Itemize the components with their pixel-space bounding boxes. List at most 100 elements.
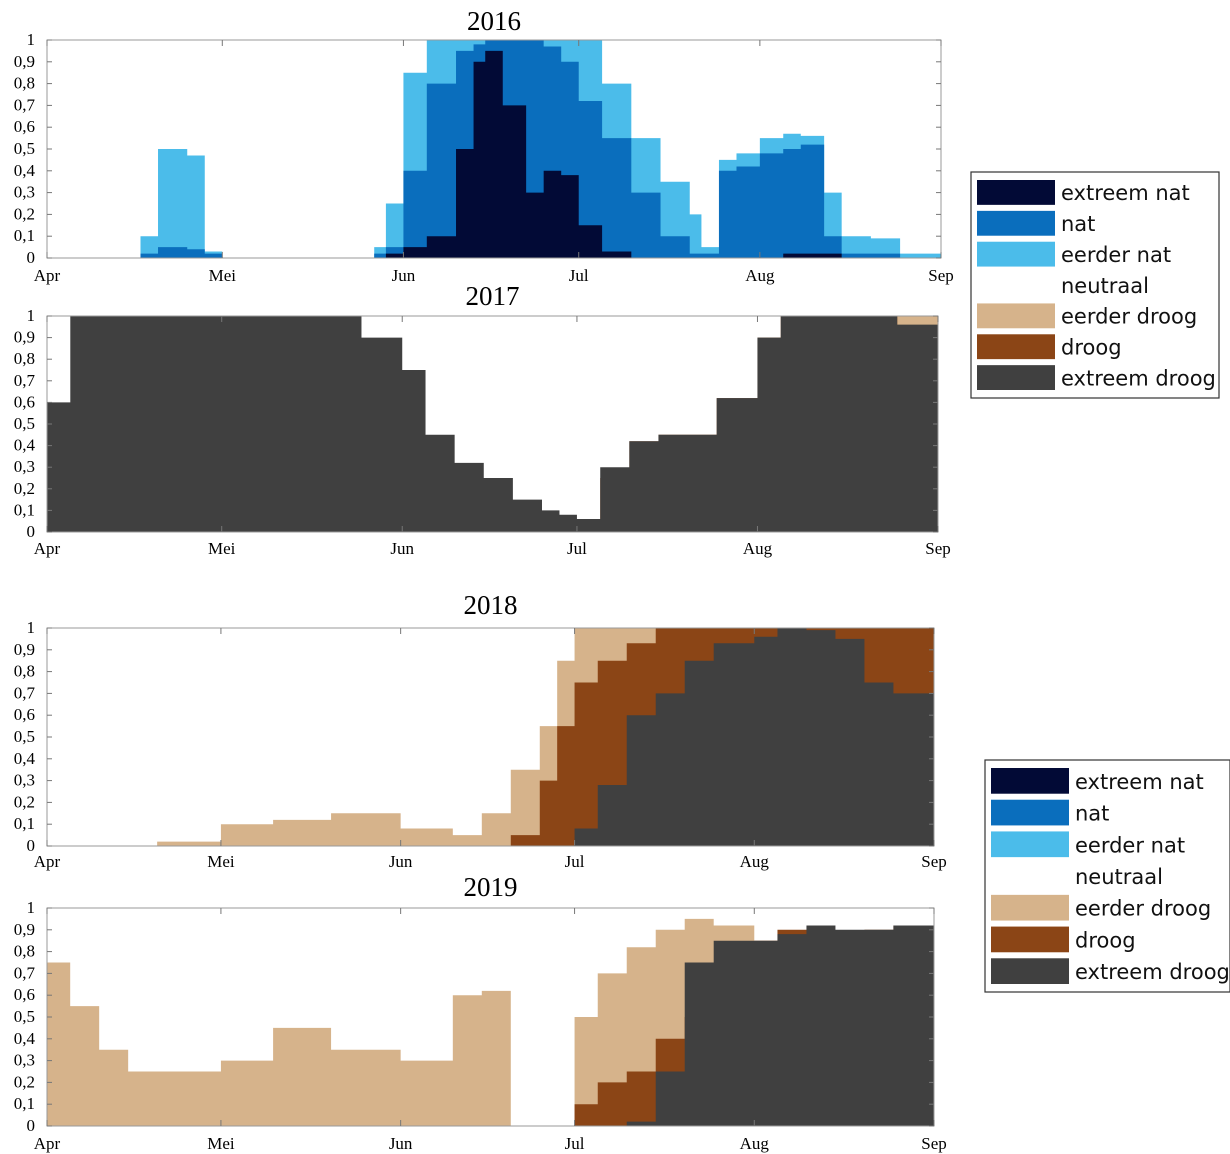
y-tick-label: 0,6 [14, 392, 35, 411]
y-tick-label: 0,2 [14, 1072, 35, 1091]
panel-2018: 2018 0 0,1 0,2 0,3 0,4 0,5 0,6 0,7 0,8 0,9 1 Apr Mei J… [14, 590, 947, 871]
legend-label: droog [1061, 336, 1122, 360]
y-tick-label: 0,2 [14, 479, 35, 498]
y-tick-label: 0,3 [14, 771, 35, 790]
legend-swatch-extreem-droog [977, 365, 1055, 390]
x-tick-label: Aug [740, 1134, 770, 1153]
y-tick-label: 0,6 [14, 985, 35, 1004]
x-tick-label: Jun [392, 266, 416, 285]
legend-label: eerder droog [1061, 305, 1197, 329]
x-tick-label: Jul [569, 266, 589, 285]
panel-title: 2016 [467, 6, 521, 36]
y-tick-label: 0,6 [14, 705, 35, 724]
y-tick-label: 0,1 [14, 814, 35, 833]
legend-label: extreem nat [1075, 770, 1204, 794]
legend-label: eerder droog [1075, 897, 1211, 921]
y-tick-label: 0,4 [14, 161, 36, 180]
legend-swatch-nat [991, 799, 1069, 826]
y-tick-label: 0,3 [14, 183, 35, 202]
y-tick-label: 0,5 [14, 139, 35, 158]
y-tick-label: 0 [27, 836, 36, 855]
x-tick-label: Aug [745, 266, 775, 285]
x-tick-label: Jun [390, 539, 414, 558]
x-tick-label: Jul [567, 539, 587, 558]
y-tick-label: 0,2 [14, 204, 35, 223]
x-tick-label: Apr [34, 852, 61, 871]
panel-title: 2019 [464, 872, 518, 902]
y-tick-label: 1 [27, 618, 36, 637]
x-tick-label: Aug [743, 539, 773, 558]
legend-swatch-eerder-droog [977, 303, 1055, 329]
y-tick-label: 0,1 [14, 500, 35, 519]
y-tick-label: 1 [27, 898, 36, 917]
series-extreem-droog [47, 316, 938, 532]
y-tick-label: 0,3 [14, 457, 35, 476]
legend-swatch-eerder-nat [991, 831, 1069, 858]
legend-label: extreem droog [1075, 960, 1230, 984]
series-extreem-nat [47, 50, 941, 259]
y-tick-label: 0,6 [14, 117, 35, 136]
legend-label: neutraal [1061, 274, 1149, 298]
panel-title: 2017 [466, 281, 520, 311]
y-tick-label: 0,1 [14, 226, 35, 245]
x-tick-label: Apr [34, 1134, 61, 1153]
y-tick-label: 0,9 [14, 52, 35, 71]
x-tick-label: Apr [34, 539, 61, 558]
x-tick-label: Mei [209, 266, 237, 285]
x-tick-label: Mei [208, 539, 236, 558]
y-tick-label: 0,8 [14, 662, 35, 681]
x-tick-label: Mei [207, 1134, 235, 1153]
y-tick-label: 0,7 [14, 963, 36, 982]
legend-swatch-extreem-nat [991, 768, 1069, 794]
legend-swatch-eerder-droog [991, 894, 1069, 921]
y-tick-label: 0,4 [14, 749, 36, 768]
legend-label: extreem droog [1061, 366, 1216, 390]
x-tick-label: Sep [928, 266, 954, 285]
legend-swatch-droog [977, 334, 1055, 360]
x-tick-label: Jun [389, 852, 413, 871]
y-tick-label: 0,9 [14, 920, 35, 939]
y-tick-label: 0,1 [14, 1094, 35, 1113]
legend-label: neutraal [1075, 865, 1163, 889]
y-tick-label: 0,9 [14, 640, 35, 659]
legend-swatch-nat [977, 210, 1055, 236]
x-tick-label: Aug [740, 852, 770, 871]
y-tick-label: 0,3 [14, 1051, 35, 1070]
y-tick-label: 0,4 [14, 1029, 36, 1048]
y-tick-label: 0 [27, 1116, 36, 1135]
legend-swatch-neutraal [977, 272, 1055, 298]
legend-swatch-extreem-nat [977, 180, 1055, 205]
legend-label: eerder nat [1075, 833, 1185, 857]
x-tick-label: Sep [921, 1134, 947, 1153]
y-tick-label: 0,8 [14, 349, 35, 368]
legend-label: nat [1061, 212, 1095, 236]
legends: extreem nat nat eerder nat neutraal eerder d… [970, 171, 1230, 993]
legend-label: nat [1075, 802, 1109, 826]
x-tick-label: Jul [565, 852, 585, 871]
y-tick-label: 1 [27, 306, 36, 325]
y-tick-label: 0,2 [14, 792, 35, 811]
x-tick-label: Mei [207, 852, 235, 871]
y-tick-label: 0,8 [14, 74, 35, 93]
series-extreem-droog [47, 918, 934, 1126]
chart-panels: 2016 0 0,1 0,2 0,3 0,4 0,5 0,6 0,7 0,8 0,9 1 Apr Mei J… [14, 6, 954, 1153]
y-tick-label: 0,7 [14, 371, 36, 390]
legend-swatch-neutraal [991, 863, 1069, 889]
y-tick-label: 0,4 [14, 436, 36, 455]
y-tick-label: 0 [27, 522, 36, 541]
legend-swatch-droog [991, 926, 1069, 953]
panel-2017: 2017 0 0,1 0,2 0,3 0,4 0,5 0,6 0,7 0,8 0,9 1 Apr Mei J… [14, 281, 951, 558]
legend-label: droog [1075, 928, 1136, 952]
legend: extreem nat nat eerder nat neutraal eerder d… [984, 759, 1230, 993]
y-tick-label: 1 [27, 30, 36, 49]
legend: extreem nat nat eerder nat neutraal eerder d… [970, 171, 1220, 399]
y-tick-label: 0,5 [14, 727, 35, 746]
y-tick-label: 0,7 [14, 95, 36, 114]
y-tick-label: 0,8 [14, 942, 35, 961]
panel-title: 2018 [464, 590, 518, 620]
legend-label: eerder nat [1061, 243, 1171, 267]
x-tick-label: Apr [34, 266, 61, 285]
x-tick-label: Jun [389, 1134, 413, 1153]
y-tick-label: 0 [27, 248, 36, 267]
